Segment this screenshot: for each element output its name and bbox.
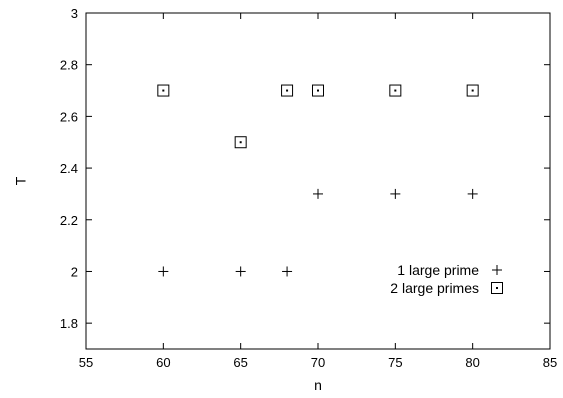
y-tick-label: 2.6 <box>60 109 78 124</box>
square-outline <box>281 84 294 97</box>
data-point-1-large-prime <box>235 266 246 277</box>
data-point-2-large-primes <box>157 84 170 97</box>
x-tick-label: 65 <box>233 355 247 370</box>
data-point-2-large-primes <box>466 84 479 97</box>
square-dot <box>471 89 474 92</box>
axis-ticks <box>85 12 551 349</box>
square-outline <box>466 84 479 97</box>
y-tick-label: 2.8 <box>60 58 78 73</box>
data-point-1-large-prime <box>467 188 478 199</box>
square-outline <box>389 84 402 97</box>
y-tick-label: 2 <box>71 264 78 279</box>
square-dot <box>239 141 242 144</box>
square-outline <box>312 84 324 97</box>
y-tick-label: 1.8 <box>60 316 78 331</box>
y-axis-label: T <box>13 176 29 185</box>
data-point-1-large-prime <box>390 188 401 199</box>
tick-labels: 55 60 65 70 75 80 85 1.8 2 2.2 2.4 2.6 2.8 3 <box>60 6 557 370</box>
x-tick-label: 80 <box>465 355 479 370</box>
square-dot <box>496 287 498 289</box>
data-point-1-large-prime <box>282 266 293 277</box>
square-dot <box>286 89 289 92</box>
square-outline <box>157 84 170 97</box>
legend-label-1: 1 large prime <box>397 262 479 278</box>
data-point-2-large-primes <box>281 84 294 97</box>
x-axis-label: n <box>314 377 322 393</box>
legend-marker-2 <box>491 282 503 294</box>
legend: 1 large prime 2 large primes <box>390 262 503 296</box>
y-tick-label: 2.4 <box>60 161 78 176</box>
y-tick-label: 3 <box>71 6 78 21</box>
x-tick-label: 55 <box>79 355 93 370</box>
data-point-2-large-primes <box>389 84 402 97</box>
square-outline <box>234 136 247 149</box>
x-tick-label: 85 <box>543 355 557 370</box>
data-point-1-large-prime <box>313 188 323 199</box>
y-tick-label: 2.2 <box>60 213 78 228</box>
data-point-1-large-prime <box>158 266 169 277</box>
x-tick-label: 70 <box>311 355 325 370</box>
square-dot <box>317 89 319 92</box>
legend-marker-1 <box>492 265 502 275</box>
square-dot <box>394 89 397 92</box>
data-point-2-large-primes <box>312 84 324 97</box>
square-dot <box>162 89 165 92</box>
x-tick-label: 60 <box>156 355 170 370</box>
x-tick-label: 75 <box>388 355 402 370</box>
plot-frame <box>85 12 551 350</box>
square-outline <box>491 282 503 294</box>
data-point-2-large-primes <box>234 136 247 149</box>
legend-label-2: 2 large primes <box>390 280 479 296</box>
data-marks <box>157 84 479 277</box>
